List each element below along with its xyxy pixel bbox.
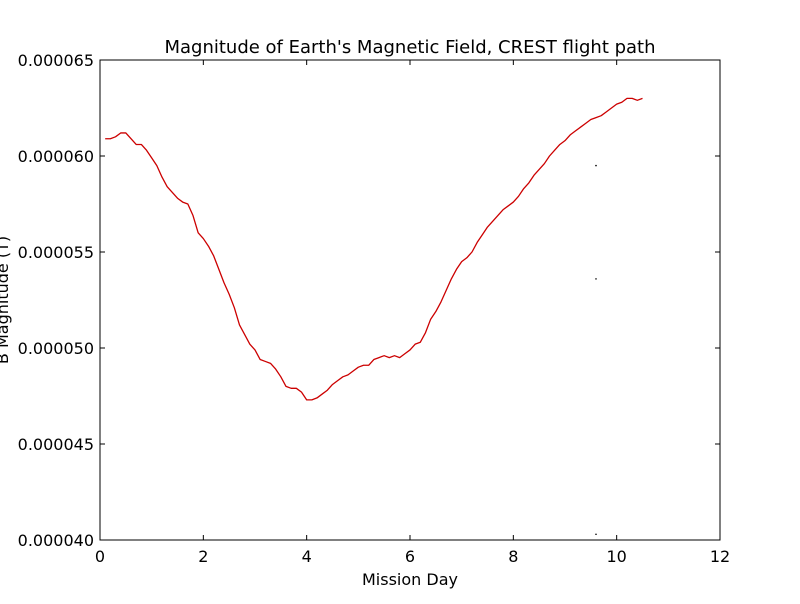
x-tick-label: 12 [710, 547, 730, 566]
stray-point [595, 533, 597, 536]
stray-points-layer [595, 164, 597, 536]
x-axis-label: Mission Day [362, 570, 458, 589]
stray-point [595, 164, 597, 167]
y-tick-label: 0.000040 [18, 531, 94, 550]
x-tick-label: 6 [405, 547, 415, 566]
tick-layer: 0 2 4 6 8 10 12 0.000040 0.000045 0.000050 0.00005… [18, 51, 731, 566]
x-tick-label: 10 [606, 547, 626, 566]
y-tick-label: 0.000065 [18, 51, 94, 70]
y-tick-label: 0.000055 [18, 243, 94, 262]
y-axis-label: B Magnitude (T) [0, 236, 12, 364]
x-tick-label: 4 [302, 547, 312, 566]
y-tick-label: 0.000050 [18, 339, 94, 358]
y-tick-label: 0.000060 [18, 147, 94, 166]
y-tick-label: 0.000045 [18, 435, 94, 454]
stray-point [595, 278, 597, 280]
x-tick-label: 8 [508, 547, 518, 566]
chart-title: Magnitude of Earth's Magnetic Field, CRE… [164, 37, 655, 58]
x-tick-label: 2 [198, 547, 208, 566]
series-line-0 [105, 97, 643, 401]
x-tick-label: 0 [95, 547, 105, 566]
series-layer [105, 97, 643, 401]
